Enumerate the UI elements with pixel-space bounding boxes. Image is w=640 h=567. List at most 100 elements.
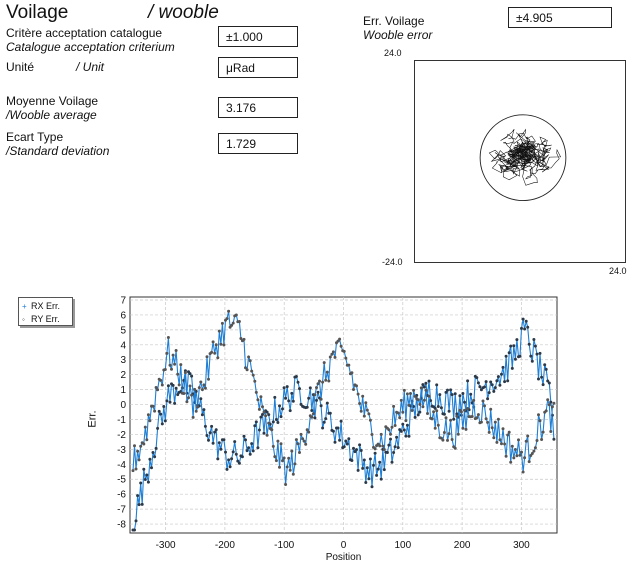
data-point-ry — [196, 405, 200, 409]
data-point-rx — [267, 413, 271, 417]
legend-marker-ry: ◦ — [22, 315, 25, 324]
data-point-ry — [504, 454, 508, 458]
data-point-ry — [288, 468, 292, 472]
data-point-ry — [188, 384, 192, 388]
data-point-rx — [154, 446, 158, 450]
data-point-ry — [160, 383, 164, 387]
data-point-ry — [342, 349, 346, 353]
data-point-ry — [506, 433, 510, 437]
data-point-rx — [244, 438, 247, 442]
data-point-ry — [373, 447, 377, 451]
data-point-rx — [208, 431, 212, 435]
data-point-rx — [530, 359, 534, 363]
data-point-rx — [385, 451, 389, 454]
data-point-ry — [294, 438, 298, 442]
data-point-ry — [422, 398, 426, 402]
data-point-rx — [213, 430, 217, 434]
data-point-rx — [156, 426, 160, 430]
data-point-rx — [455, 412, 459, 416]
data-point-rx — [475, 376, 479, 380]
data-point-ry — [247, 355, 251, 359]
data-point-ry — [194, 409, 198, 413]
data-point-rx — [487, 391, 491, 395]
data-point-rx — [500, 372, 503, 376]
data-point-rx — [139, 481, 143, 485]
scatter-svg — [479, 114, 567, 202]
data-point-rx — [407, 434, 411, 438]
data-point-ry — [483, 404, 486, 408]
data-point-rx — [261, 413, 264, 416]
data-point-rx — [527, 342, 531, 346]
data-point-ry — [344, 356, 348, 360]
data-point-rx — [535, 352, 539, 356]
data-point-rx — [231, 450, 235, 454]
data-point-ry — [319, 397, 323, 401]
data-point-rx — [547, 381, 551, 385]
data-point-rx — [254, 420, 258, 424]
y-tick-label: 2 — [120, 370, 126, 381]
data-point-rx — [248, 452, 252, 456]
data-point-rx — [495, 379, 499, 383]
data-point-ry — [330, 352, 334, 356]
data-point-rx — [236, 459, 240, 463]
y-tick-label: -8 — [117, 520, 126, 531]
data-point-rx — [552, 437, 556, 441]
data-point-ry — [202, 383, 206, 387]
stddev-label-en: /Standard deviation — [6, 144, 110, 158]
data-point-ry — [517, 438, 520, 442]
data-point-ry — [168, 363, 172, 367]
data-point-ry — [318, 379, 321, 383]
data-point-ry — [310, 415, 314, 419]
data-point-ry — [274, 459, 278, 463]
data-point-ry — [324, 378, 328, 382]
data-point-ry — [154, 386, 158, 389]
data-point-ry — [476, 413, 480, 417]
y-tick-label: -2 — [117, 430, 126, 441]
data-point-rx — [509, 344, 513, 348]
legend-label-rx: RX Err. — [31, 301, 61, 311]
data-point-rx — [493, 386, 497, 390]
data-point-ry — [156, 388, 160, 392]
data-point-rx — [447, 409, 451, 413]
data-point-ry — [284, 483, 288, 486]
page-title-fr: Voilage — [6, 2, 69, 23]
data-point-ry — [461, 426, 465, 430]
data-point-rx — [393, 445, 397, 449]
data-point-rx — [282, 386, 286, 390]
data-point-ry — [174, 349, 178, 352]
y-tick-label: 4 — [120, 340, 126, 351]
data-point-rx — [541, 383, 545, 387]
data-point-rx — [194, 389, 198, 393]
data-point-rx — [501, 365, 505, 369]
data-point-ry — [370, 433, 374, 436]
data-point-ry — [211, 340, 215, 344]
data-point-ry — [382, 448, 386, 451]
criterion-label-fr: Critère acceptation catalogue — [6, 26, 163, 40]
data-point-rx — [162, 405, 166, 408]
data-point-rx — [143, 478, 147, 481]
data-point-ry — [450, 438, 454, 441]
data-point-rx — [413, 415, 417, 419]
data-point-ry — [259, 395, 263, 399]
data-point-rx — [521, 317, 525, 321]
data-point-rx — [523, 327, 527, 331]
data-point-ry — [404, 419, 408, 423]
data-point-ry — [179, 363, 183, 367]
data-point-ry — [521, 470, 525, 474]
data-point-rx — [506, 379, 510, 383]
data-point-rx — [402, 428, 406, 432]
data-point-ry — [273, 455, 277, 459]
data-point-ry — [513, 448, 517, 451]
data-point-rx — [367, 477, 371, 481]
wooble-error-label-fr: Err. Voilage — [363, 14, 425, 28]
data-point-rx — [549, 400, 553, 404]
data-point-ry — [170, 367, 173, 371]
data-point-rx — [199, 397, 203, 401]
data-point-ry — [459, 410, 463, 414]
data-point-rx — [395, 435, 399, 439]
data-point-rx — [486, 397, 490, 401]
data-point-rx — [319, 404, 323, 408]
data-point-rx — [251, 449, 255, 453]
data-point-ry — [173, 362, 177, 366]
unit-label-fr: Unité — [6, 60, 35, 74]
